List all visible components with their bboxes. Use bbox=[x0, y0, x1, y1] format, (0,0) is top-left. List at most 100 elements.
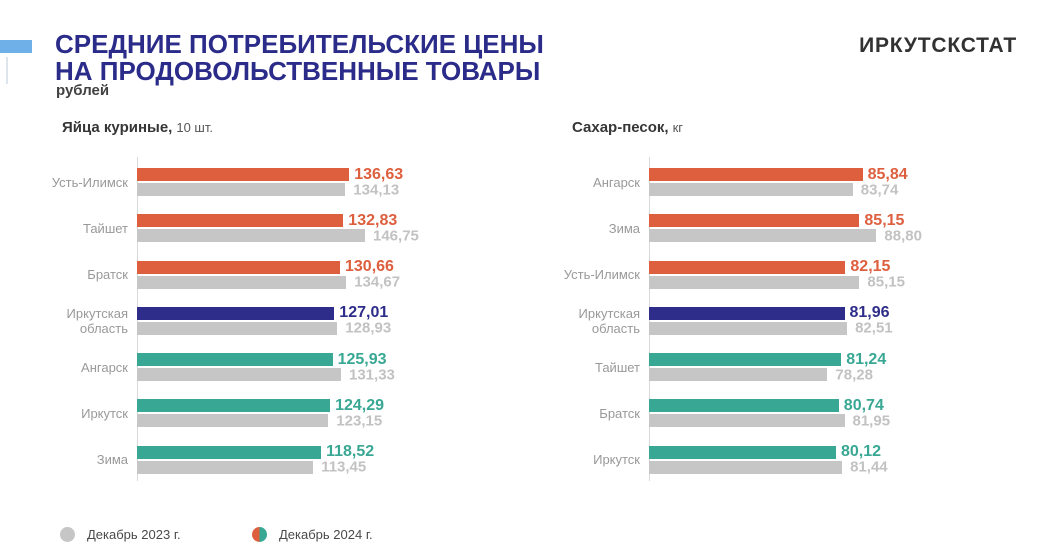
value-2023: 83,74 bbox=[860, 181, 899, 198]
bar-2024: 136,63 bbox=[137, 166, 403, 183]
accent-bar bbox=[0, 40, 32, 53]
bar-pair: 80,12 81,44 bbox=[649, 437, 1032, 483]
bar-2023: 88,80 bbox=[649, 227, 922, 244]
category-label: Усть-Илимск bbox=[563, 267, 640, 283]
value-2024: 82,15 bbox=[850, 258, 891, 276]
category-label: Зима bbox=[96, 452, 128, 468]
value-2024: 127,01 bbox=[339, 304, 389, 322]
chart-sugar-unit: кг bbox=[672, 120, 684, 135]
bar-2024: 82,15 bbox=[649, 258, 890, 275]
value-2023: 123,15 bbox=[336, 412, 383, 430]
bar-2024: 125,93 bbox=[137, 351, 387, 368]
chart-eggs-unit: 10 шт. bbox=[176, 120, 213, 135]
bar-row: Ангарск 85,84 83,74 bbox=[562, 159, 1032, 205]
bar-row: Иркутск 80,12 81,44 bbox=[562, 437, 1032, 483]
category-label: Иркутская область bbox=[66, 306, 128, 337]
bar-pair: 124,29 123,15 bbox=[137, 390, 520, 436]
page-title: СРЕДНИЕ ПОТРЕБИТЕЛЬСКИЕ ЦЕНЫ НА ПРОДОВОЛЬ… bbox=[55, 31, 544, 85]
value-2023: 134,67 bbox=[354, 273, 401, 291]
bar-2023: 134,67 bbox=[137, 274, 400, 291]
value-2023: 128,93 bbox=[345, 319, 392, 337]
category-label: Братск bbox=[87, 267, 128, 283]
legend-marker-gray-circle-icon bbox=[60, 527, 75, 542]
bar-row: Зима 85,15 88,80 bbox=[562, 205, 1032, 251]
value-2024: 125,93 bbox=[337, 350, 387, 368]
value-2024: 81,24 bbox=[846, 350, 887, 368]
bar-2023: 134,13 bbox=[137, 181, 399, 198]
legend-label-2023: Декабрь 2023 г. bbox=[87, 527, 181, 542]
value-2023: 131,33 bbox=[349, 366, 395, 384]
value-2024: 132,83 bbox=[348, 211, 398, 229]
bar-2023: 81,44 bbox=[649, 459, 888, 476]
bar-pair: 130,66 134,67 bbox=[137, 252, 520, 298]
value-2024: 136,63 bbox=[354, 165, 404, 183]
bar-2023: 83,74 bbox=[649, 181, 898, 198]
bar-2023: 78,28 bbox=[649, 366, 873, 383]
chart-eggs-title-text: Яйца куриные, bbox=[62, 119, 173, 136]
value-2024: 85,84 bbox=[867, 165, 908, 183]
bar-2023: 123,15 bbox=[137, 412, 382, 429]
category-label: Иркутск bbox=[593, 452, 640, 468]
bar-pair: 132,83 146,75 bbox=[137, 205, 520, 251]
bar-pair: 85,84 83,74 bbox=[649, 159, 1032, 205]
value-2023: 81,95 bbox=[852, 412, 891, 430]
bar-row: Тайшет 132,83 146,75 bbox=[50, 205, 520, 251]
category-label: Ангарск bbox=[593, 174, 640, 190]
value-2024: 85,15 bbox=[864, 211, 905, 229]
value-2024: 80,74 bbox=[843, 396, 884, 414]
bar-2024: 127,01 bbox=[137, 304, 388, 321]
category-label: Тайшет bbox=[594, 359, 640, 375]
legend-marker-split-circle-icon bbox=[252, 527, 267, 542]
value-2023: 146,75 bbox=[373, 227, 419, 245]
bar-pair: 81,96 82,51 bbox=[649, 298, 1032, 344]
category-label: Иркутск bbox=[81, 406, 128, 422]
category-label: Тайшет bbox=[82, 220, 128, 236]
page-subtitle: рублей bbox=[56, 82, 110, 99]
value-2024: 81,96 bbox=[849, 304, 890, 322]
bar-row: Ангарск 125,93 131,33 bbox=[50, 344, 520, 390]
bar-2023: 81,95 bbox=[649, 412, 890, 429]
category-label: Братск bbox=[599, 406, 640, 422]
bar-pair: 136,63 134,13 bbox=[137, 159, 520, 205]
bar-pair: 85,15 88,80 bbox=[649, 205, 1032, 251]
legend-item-2024: Декабрь 2024 г. bbox=[252, 527, 373, 542]
page-title-line2: НА ПРОДОВОЛЬСТВЕННЫЕ ТОВАРЫ bbox=[55, 56, 541, 86]
bar-row: Иркутск 124,29 123,15 bbox=[50, 390, 520, 436]
bar-pair: 82,15 85,15 bbox=[649, 252, 1032, 298]
legend-item-2023: Декабрь 2023 г. bbox=[60, 527, 181, 542]
value-2024: 124,29 bbox=[335, 396, 385, 414]
bar-pair: 118,52 113,45 bbox=[137, 437, 520, 483]
value-2023: 113,45 bbox=[321, 458, 367, 476]
bar-row: Усть-Илимск 136,63 134,13 bbox=[50, 159, 520, 205]
bar-2024: 85,15 bbox=[649, 212, 904, 229]
bar-2024: 80,12 bbox=[649, 443, 881, 460]
chart-sugar-title: Сахар-песок, кг bbox=[562, 119, 1032, 136]
bar-2024: 80,74 bbox=[649, 397, 884, 414]
chart-sugar-title-text: Сахар-песок, bbox=[572, 119, 669, 136]
bar-pair: 125,93 131,33 bbox=[137, 344, 520, 390]
bar-pair: 127,01 128,93 bbox=[137, 298, 520, 344]
value-2023: 82,51 bbox=[855, 319, 893, 337]
value-2023: 81,44 bbox=[850, 458, 888, 476]
bar-row: Иркутская область 81,96 82,51 bbox=[562, 298, 1032, 344]
bar-row: Зима 118,52 113,45 bbox=[50, 437, 520, 483]
legend-label-2024: Декабрь 2024 г. bbox=[279, 527, 373, 542]
bar-row: Усть-Илимск 82,15 85,15 bbox=[562, 252, 1032, 298]
bar-2024: 81,96 bbox=[649, 304, 890, 321]
bar-pair: 80,74 81,95 bbox=[649, 390, 1032, 436]
bar-2024: 124,29 bbox=[137, 397, 384, 414]
category-label: Иркутская область bbox=[578, 306, 640, 337]
category-label: Ангарск bbox=[81, 359, 128, 375]
category-label: Зима bbox=[608, 220, 640, 236]
value-2023: 85,15 bbox=[867, 273, 905, 291]
accent-tail-line bbox=[6, 57, 8, 84]
bar-2023: 131,33 bbox=[137, 366, 395, 383]
page-title-line1: СРЕДНИЕ ПОТРЕБИТЕЛЬСКИЕ ЦЕНЫ bbox=[55, 29, 544, 59]
bar-2024: 132,83 bbox=[137, 212, 397, 229]
value-2023: 134,13 bbox=[353, 181, 400, 198]
bar-2023: 113,45 bbox=[137, 459, 366, 476]
bar-2023: 146,75 bbox=[137, 227, 419, 244]
value-2024: 80,12 bbox=[841, 443, 882, 461]
bar-row: Тайшет 81,24 78,28 bbox=[562, 344, 1032, 390]
chart-sugar-plot: Ангарск 85,84 83,74 Зима 85,15 88,80 Уст… bbox=[562, 157, 1032, 483]
